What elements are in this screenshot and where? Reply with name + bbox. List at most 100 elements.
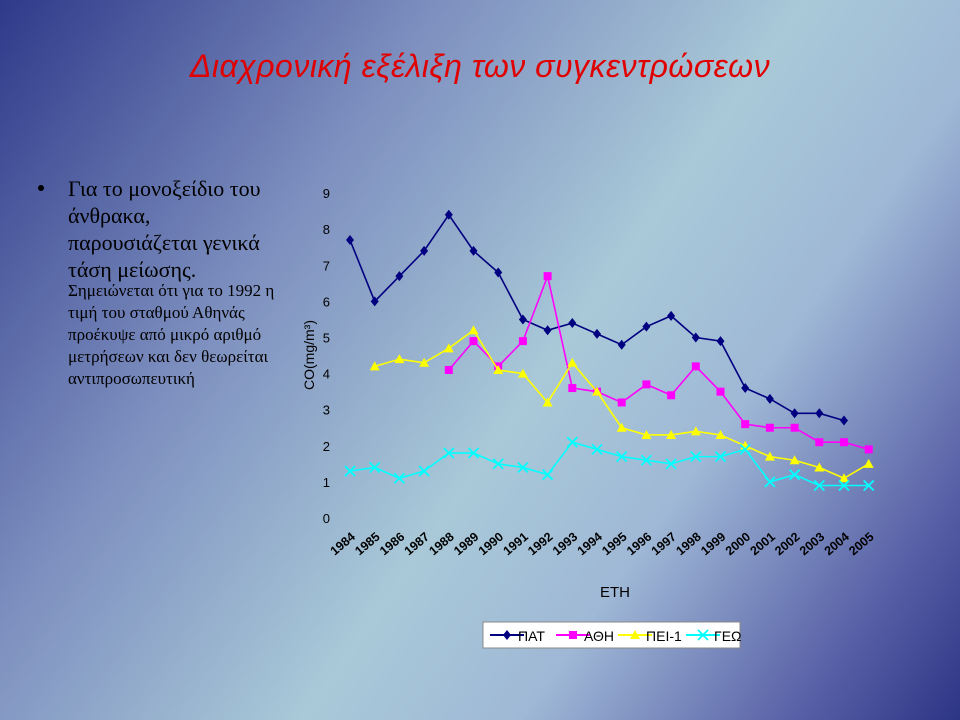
data-point <box>741 420 750 429</box>
data-point <box>543 272 552 281</box>
data-point <box>543 325 552 336</box>
legend-label: ΓΕΩ <box>714 628 742 644</box>
y-axis-label: CO(mg/m³) <box>301 320 317 390</box>
legend-item: ΠΕΙ-1 <box>618 628 682 644</box>
legend-label: ΠΑΤ <box>518 628 545 644</box>
data-point <box>765 423 774 432</box>
y-tick-label: 8 <box>323 222 330 237</box>
x-tick-label: 1997 <box>649 530 679 559</box>
bullet-dot-icon <box>38 185 44 191</box>
data-point <box>344 465 356 477</box>
data-point <box>346 235 354 246</box>
data-point <box>790 423 799 432</box>
bullet-text-block: Για το μονοξείδιο του άνθρακα, παρουσιάζ… <box>38 175 278 390</box>
x-tick-label: 2000 <box>723 530 753 559</box>
chart-legend: ΠΑΤ ΑΘΗ ΠΕΙ-1 ΓΕΩ <box>482 621 742 649</box>
x-tick-label: 1996 <box>624 530 654 559</box>
data-point <box>444 365 453 374</box>
data-point <box>640 454 653 466</box>
data-point <box>814 462 825 472</box>
chart-series-layer <box>344 209 875 492</box>
series-line <box>349 441 869 487</box>
series-ΑΘΗ <box>444 272 873 454</box>
x-tick-label: 1990 <box>476 530 506 559</box>
legend-label: ΠΕΙ-1 <box>646 628 682 644</box>
x-tick-label: 1993 <box>550 530 580 559</box>
x-tick-label: 1987 <box>402 530 432 559</box>
data-point <box>444 209 453 220</box>
y-tick-label: 7 <box>323 258 330 273</box>
x-tick-label: 2002 <box>772 530 802 559</box>
y-tick-label: 0 <box>323 511 330 526</box>
data-point <box>394 354 405 364</box>
legend-item: ΠΑΤ <box>490 628 545 644</box>
x-tick-label: 2004 <box>822 530 852 559</box>
data-point <box>517 368 528 378</box>
data-point <box>789 455 800 465</box>
x-tick-label: 1985 <box>352 530 382 559</box>
x-tick-label: 1986 <box>377 530 407 559</box>
data-point <box>617 339 626 350</box>
x-tick-label: 1998 <box>673 530 703 559</box>
data-point <box>541 469 554 481</box>
y-tick-label: 3 <box>323 403 330 418</box>
data-point <box>863 479 875 492</box>
data-point <box>690 426 701 436</box>
data-point <box>420 245 429 256</box>
data-point <box>716 387 725 396</box>
data-point <box>715 429 726 439</box>
y-tick-label: 6 <box>323 294 330 309</box>
data-point <box>568 384 577 393</box>
data-point <box>765 393 774 404</box>
data-point <box>840 415 848 426</box>
data-point <box>815 408 824 419</box>
y-tick-label: 9 <box>323 186 330 201</box>
data-point <box>393 472 406 484</box>
data-point <box>667 310 676 321</box>
data-point <box>616 450 628 463</box>
data-point <box>642 380 651 389</box>
data-point <box>741 383 750 394</box>
data-point <box>839 473 849 483</box>
data-point <box>370 296 379 307</box>
x-tick-label: 1999 <box>698 530 728 559</box>
data-point <box>517 461 529 474</box>
data-point <box>790 408 799 419</box>
data-point <box>617 398 626 407</box>
data-point <box>468 325 479 335</box>
x-tick-label: 1988 <box>426 530 456 559</box>
data-point <box>864 445 873 454</box>
data-point <box>630 630 640 639</box>
data-point <box>667 391 676 400</box>
data-point <box>469 245 478 256</box>
slide-title: Διαχρονική εξέλιξη των συγκεντρώσεων <box>189 48 771 84</box>
data-point <box>503 630 511 640</box>
series-ΓΕΩ <box>344 436 875 492</box>
data-point <box>569 631 577 639</box>
x-tick-label: 2003 <box>797 530 827 559</box>
data-point <box>666 429 677 439</box>
data-point <box>518 314 527 325</box>
bullet-main-text: Για το μονοξείδιο του άνθρακα, παρουσιάζ… <box>68 176 261 282</box>
legend-item: ΓΕΩ <box>686 628 742 644</box>
data-point <box>591 443 603 456</box>
data-point <box>592 386 602 396</box>
data-point <box>642 321 651 332</box>
data-point <box>568 318 577 329</box>
data-point <box>691 362 700 371</box>
x-tick-label: 2001 <box>748 530 778 559</box>
y-tick-label: 4 <box>323 367 330 382</box>
data-point <box>815 438 824 447</box>
y-tick-label: 2 <box>323 439 330 454</box>
data-point <box>418 465 430 477</box>
data-point <box>838 479 850 492</box>
data-point <box>593 328 601 339</box>
data-point <box>714 450 727 463</box>
data-point <box>641 429 652 439</box>
y-tick-label: 5 <box>323 331 330 346</box>
data-point <box>691 332 700 343</box>
data-point <box>518 337 527 346</box>
data-point <box>665 458 677 470</box>
data-point <box>764 451 775 461</box>
